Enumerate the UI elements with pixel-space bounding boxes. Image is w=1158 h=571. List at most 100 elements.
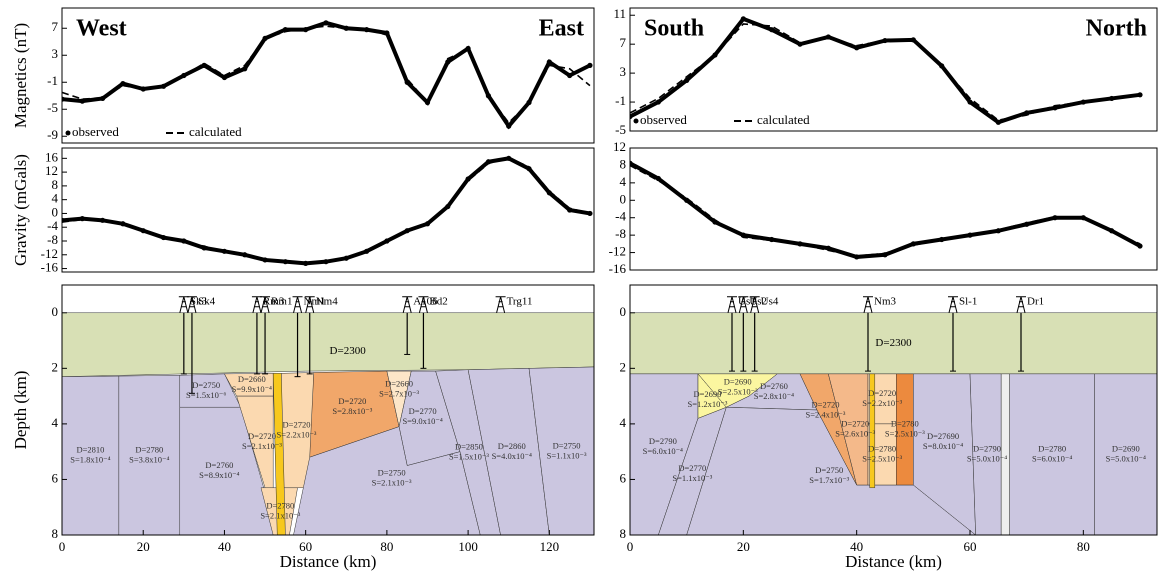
observed-point: [242, 66, 247, 71]
x-tick-label: 80: [1077, 539, 1090, 554]
well-name: Sk4: [198, 295, 216, 307]
body-label: D=2720: [338, 396, 366, 406]
body-label: S=2.1x10⁻³: [260, 510, 300, 520]
y-tick-label: 6: [620, 470, 627, 485]
body-label: S=2.2x10⁻³: [277, 429, 317, 439]
y-axis-label: Depth (km): [11, 371, 30, 450]
y-tick-label: 0: [620, 191, 627, 206]
y-tick-label: -5: [615, 122, 626, 137]
body-label: D=27690: [927, 431, 959, 441]
body-label: D=2770: [678, 463, 706, 473]
body-label: D=2780: [135, 444, 163, 454]
body-label: S=3.8x10⁻⁴: [129, 454, 169, 464]
body-label: S=2.2x10⁻³: [862, 398, 902, 408]
body-label: S=4.0x10⁻⁴: [492, 451, 532, 461]
well-derrick: [179, 297, 189, 313]
body-label: S=2.5x10⁻³: [885, 428, 925, 438]
body-label: D=2780: [266, 500, 294, 510]
y-tick-label: 3: [620, 64, 627, 79]
body-label: S=9.0x10⁻⁴: [402, 416, 442, 426]
y-tick-label: 4: [52, 415, 59, 430]
observed-point: [323, 20, 328, 25]
y-tick-label: -5: [47, 100, 58, 115]
body-label: S=1.7x10⁻³: [809, 475, 849, 485]
plot-area: D=2300D=2810S=1.8x10⁻⁴D=2780S=3.8x10⁻⁴D=…: [62, 313, 594, 535]
observed-point: [996, 120, 1001, 125]
y-tick-label: 2: [52, 359, 59, 374]
well-name: Us4: [761, 295, 779, 307]
figure: observedcalculatedWestEast-9-5-137Magnet…: [0, 0, 1158, 571]
y-tick-label: 3: [52, 46, 59, 61]
y-tick-label: -1: [615, 93, 626, 108]
body-label: S=1.8x10⁻⁴: [70, 455, 110, 465]
observed-point: [656, 99, 661, 104]
body-label: D=2720: [841, 418, 869, 428]
observed-line: [630, 163, 1140, 257]
y-tick-label: 16: [45, 149, 59, 164]
x-tick-label: 80: [380, 539, 393, 554]
legend-marker: [66, 131, 71, 136]
legend-label: calculated: [189, 124, 242, 139]
body-label: D=2860: [498, 441, 526, 451]
body-label: D=2690: [724, 377, 752, 387]
plot-area: [59, 156, 592, 266]
body-label: S=2.1x10⁻³: [372, 477, 412, 487]
x-tick-label: 0: [59, 539, 66, 554]
legend-label: observed: [640, 112, 687, 127]
observed-point: [1137, 92, 1142, 97]
well-name: Nm4: [316, 295, 339, 307]
body-label: S=1.1x10⁻³: [672, 473, 712, 483]
body-label: S=5.0x10⁻⁴: [1106, 453, 1146, 463]
observed-point: [141, 86, 146, 91]
y-tick-label: 8: [620, 156, 627, 171]
y-tick-label: 8: [52, 177, 59, 192]
observed-point: [506, 124, 511, 129]
well-derrick: [1016, 297, 1026, 313]
body-label: D=2660: [238, 374, 266, 384]
body-label: D=2750: [815, 465, 843, 475]
observed-point: [547, 59, 552, 64]
observed-point: [684, 78, 689, 83]
x-tick-label: 40: [218, 539, 231, 554]
well-name: Trg11: [507, 295, 533, 307]
body-label: D=2720: [248, 431, 276, 441]
panel-title: North: [1086, 16, 1147, 42]
observed-point: [445, 204, 450, 209]
observed-point: [967, 99, 972, 104]
y-tick-label: -8: [47, 232, 58, 247]
y-tick-label: 7: [52, 19, 59, 34]
y-tick-label: 8: [620, 526, 627, 541]
panel-title: West: [76, 16, 127, 42]
x-tick-label: 0: [627, 539, 634, 554]
body-label: S=2.5x10⁻³: [862, 453, 902, 463]
panel-title: East: [539, 16, 584, 42]
observed-line: [62, 158, 590, 263]
calculated-line: [630, 165, 1140, 256]
x-axis-label: Distance (km): [280, 552, 377, 571]
observed-point: [587, 63, 592, 68]
body-label: S=2.7x10⁻³: [379, 389, 419, 399]
y-tick-label: -9: [47, 127, 58, 142]
body-label: S=2.5x10⁻³: [718, 387, 758, 397]
x-tick-label: 20: [137, 539, 150, 554]
body-label: D=2770: [409, 406, 437, 416]
body-label: S=1.5x10⁻³: [449, 451, 489, 461]
legend-label: calculated: [757, 112, 810, 127]
well-derrick: [727, 297, 737, 313]
y-tick-label: 7: [620, 35, 627, 50]
observed-line: [630, 19, 1140, 122]
body-label: S=2.4x10⁻³: [806, 410, 846, 420]
body-label: S=1.1x10⁻³: [547, 450, 587, 460]
plot-area: [59, 20, 592, 128]
body-label: S=2.1x10⁻³: [242, 441, 282, 451]
body-label: D=2720: [283, 419, 311, 429]
y-tick-label: 11: [613, 6, 626, 21]
plot-area: D=2300D=2790S=6.0x10⁻⁴D=2770S=1.1x10⁻³D=…: [630, 313, 1157, 535]
y-tick-label: -16: [609, 261, 627, 276]
y-tick-label: 6: [52, 470, 59, 485]
body-label: D=2750: [553, 440, 581, 450]
body-label: S=2.8x10⁻⁴: [754, 391, 794, 401]
y-tick-label: -16: [41, 260, 59, 275]
y-tick-label: -12: [41, 246, 58, 261]
panel-frame: [630, 8, 1157, 131]
